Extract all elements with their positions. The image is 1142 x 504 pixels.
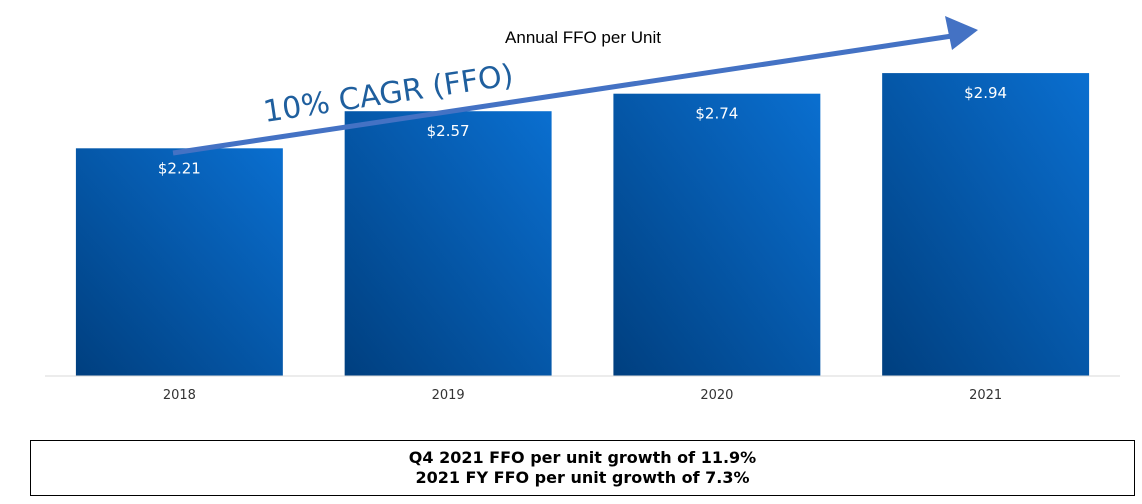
cagr-arrow-head-icon	[945, 16, 978, 50]
x-tick-label-2018: 2018	[163, 388, 196, 403]
summary-line-q4: Q4 2021 FFO per unit growth of 11.9%	[408, 448, 757, 467]
cagr-arrow-shaft	[172, 33, 953, 156]
bars-layer: $2.21 $2.57 $2.74 $2.94	[75, 73, 1090, 377]
x-tick-label-2019: 2019	[432, 388, 465, 403]
x-tick-labels: 2018 2019 2020 2021	[163, 388, 1002, 403]
bar-value-label-2018: $2.21	[158, 159, 201, 177]
bar-2021	[882, 73, 1090, 376]
x-tick-label-2020: 2020	[700, 388, 733, 403]
bar-2019	[344, 111, 552, 376]
chart-title: Annual FFO per Unit	[505, 28, 661, 47]
cagr-arrow	[172, 16, 978, 156]
bar-value-label-2019: $2.57	[427, 122, 470, 140]
ffo-bar-chart: Annual FFO per Unit $2.21 $2.57 $2.74 $2.94…	[45, 16, 1120, 403]
bar-value-label-2020: $2.74	[695, 105, 738, 123]
bar-2018	[75, 148, 283, 376]
summary-line-fy: 2021 FY FFO per unit growth of 7.3%	[415, 468, 750, 487]
growth-summary-box: Q4 2021 FFO per unit growth of 11.9% 202…	[30, 440, 1135, 496]
bar-2020	[613, 93, 821, 377]
bar-value-label-2021: $2.94	[964, 84, 1007, 102]
x-tick-label-2021: 2021	[969, 388, 1002, 403]
